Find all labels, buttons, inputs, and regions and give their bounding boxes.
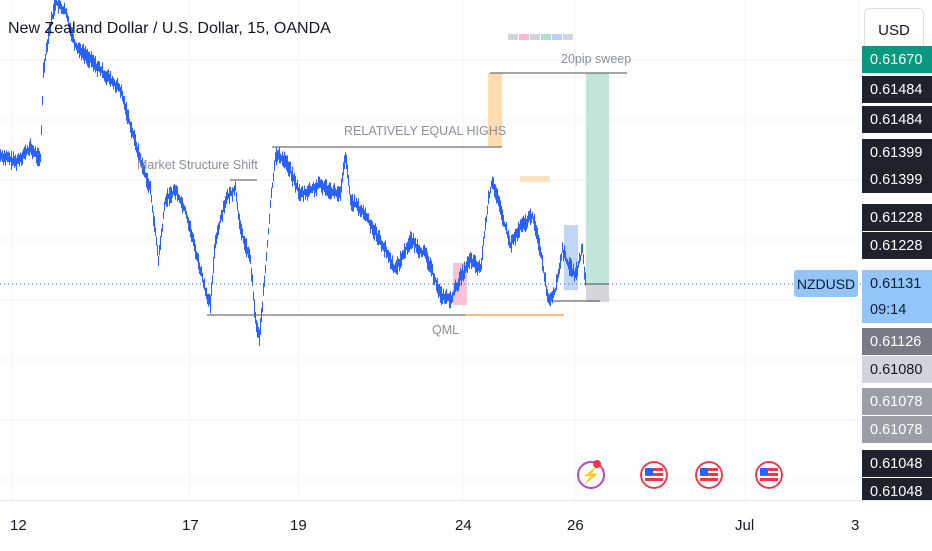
indicator-strip-cell xyxy=(541,34,551,40)
price-chart[interactable] xyxy=(0,0,862,500)
price-label: 09:14 xyxy=(862,296,932,323)
indicator-strip-cell xyxy=(563,34,573,40)
indicator-strip-cell xyxy=(530,34,540,40)
symbol-tag[interactable]: NZDUSD xyxy=(794,270,858,297)
price-series xyxy=(0,0,586,347)
price-label: 0.61399 xyxy=(862,166,932,193)
time-tick: 24 xyxy=(455,517,472,534)
price-label: 0.61399 xyxy=(862,139,932,166)
time-tick: 26 xyxy=(567,517,584,534)
price-label: 0.61228 xyxy=(862,232,932,259)
time-tick: 3 xyxy=(851,517,860,534)
us-flag-icon[interactable] xyxy=(755,461,783,489)
price-label: 0.61080 xyxy=(862,356,932,383)
time-axis[interactable]: 12 17 19 24 26 Jul 3 xyxy=(0,500,932,551)
time-tick: Jul xyxy=(735,517,755,534)
orange-zone xyxy=(488,73,502,146)
time-tick: 19 xyxy=(290,517,307,534)
currency-button[interactable]: USD xyxy=(864,8,924,52)
time-tick: 12 xyxy=(10,517,27,534)
price-label: 0.61078 xyxy=(862,388,932,415)
price-label: 0.61131 xyxy=(862,270,932,297)
market-structure-shift-label[interactable]: Market Structure Shift xyxy=(137,158,258,172)
price-label: 0.61126 xyxy=(862,328,932,355)
indicator-strip-cell xyxy=(508,34,518,40)
price-label: 0.61048 xyxy=(862,450,932,477)
qml-label[interactable]: QML xyxy=(432,323,460,337)
indicator-strip-cell xyxy=(552,34,562,40)
orange-zone-small xyxy=(520,176,550,182)
chart-title: New Zealand Dollar / U.S. Dollar, 15, OA… xyxy=(8,20,331,37)
price-label: 0.61078 xyxy=(862,416,932,443)
sweep-label[interactable]: 20pip sweep xyxy=(561,52,632,66)
us-flag-icon[interactable] xyxy=(695,461,723,489)
relatively-equal-highs-label[interactable]: RELATIVELY EQUAL HIGHS xyxy=(344,124,507,138)
chart-area[interactable]: New Zealand Dollar / U.S. Dollar, 15, OA… xyxy=(0,0,862,500)
price-label: 0.61670 xyxy=(862,46,932,73)
indicator-strip-cell xyxy=(519,34,529,40)
price-label: 0.61484 xyxy=(862,76,932,103)
price-label: 0.61228 xyxy=(862,204,932,231)
stop-zone xyxy=(586,284,609,302)
flash-icon[interactable]: ⚡ xyxy=(577,461,605,489)
time-tick: 17 xyxy=(182,517,199,534)
profit-zone xyxy=(586,73,609,284)
notification-dot xyxy=(593,460,601,468)
price-label: 0.61484 xyxy=(862,106,932,133)
blue-zone xyxy=(564,225,578,290)
us-flag-icon[interactable] xyxy=(640,461,668,489)
